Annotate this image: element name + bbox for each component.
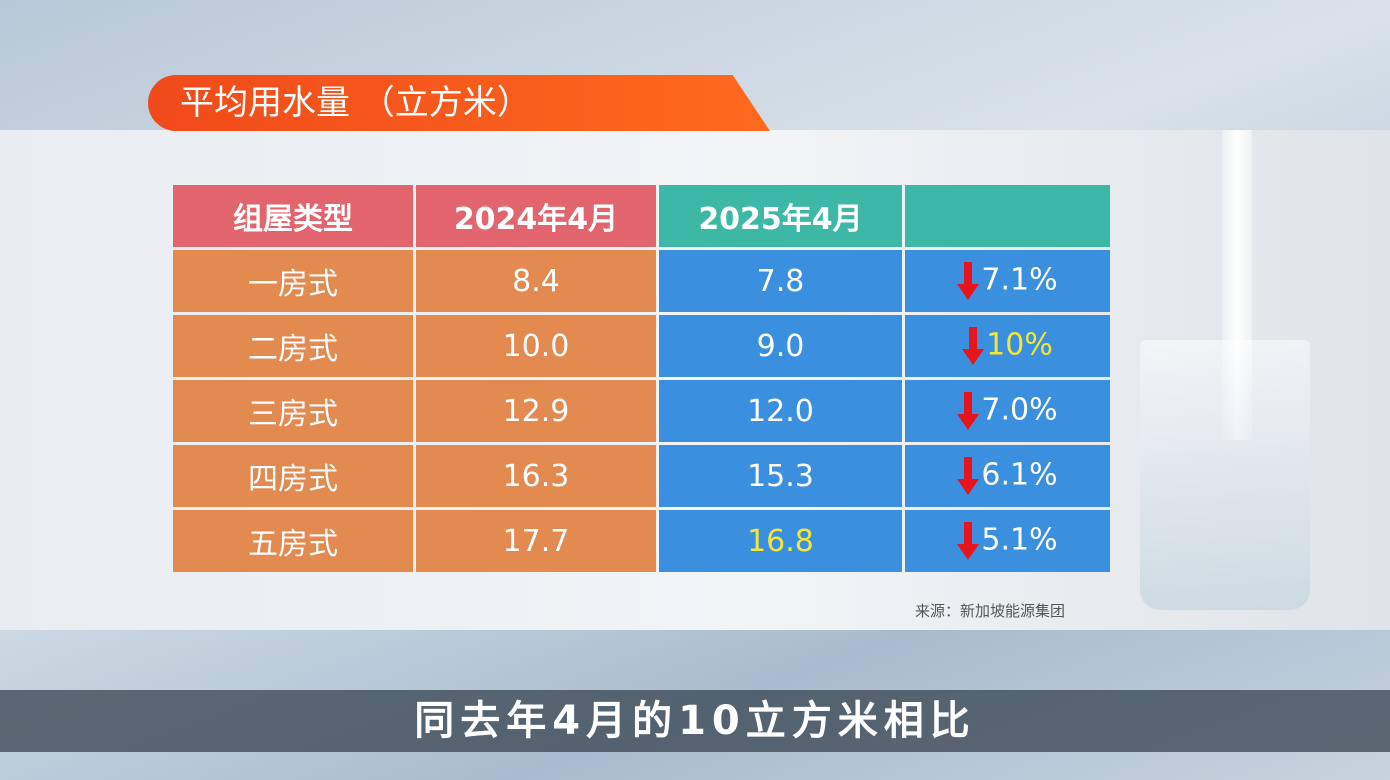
cell-text: 10% <box>986 327 1053 363</box>
table-cell: 一房式 <box>173 250 413 312</box>
caption-bar <box>0 690 1390 752</box>
water-glass <box>1140 340 1310 610</box>
down-arrow <box>957 522 980 560</box>
cell-text: 8.4 <box>512 263 560 299</box>
table-cell: 7.0% <box>905 380 1110 442</box>
table-cell: 17.7 <box>416 510 656 572</box>
table-row: 一房式 8.4 7.8 7.1% <box>173 250 1110 312</box>
cell-text: 9.0 <box>756 328 805 364</box>
source-note: 来源：新加坡能源集团 <box>915 602 1066 620</box>
table-cell: 二房式 <box>173 315 413 377</box>
down-arrow <box>957 457 980 495</box>
title-banner: 平均用水量 （立方米） <box>148 75 770 131</box>
table-row: 二房式 10.0 9.0 10% <box>173 315 1110 377</box>
table-cell: 5.1% <box>905 510 1110 572</box>
cell-text: 15.3 <box>747 458 814 494</box>
down-arrow <box>962 327 985 365</box>
cell-text: 7.1% <box>981 262 1058 298</box>
cell-text: 16.3 <box>502 458 570 494</box>
table-cell: 7.1% <box>905 250 1110 312</box>
cell-text: 12.0 <box>747 393 814 429</box>
cell-text: 5.1% <box>981 522 1058 558</box>
cell-text: 17.7 <box>502 523 570 559</box>
cell-text: 三房式 <box>248 397 338 432</box>
cell-text: 12.9 <box>502 393 570 429</box>
table-cell: 12.9 <box>416 380 656 442</box>
cell-text: 四房式 <box>248 462 338 497</box>
table-cell: 16.8 <box>659 510 902 572</box>
cell-text: 6.1% <box>981 457 1058 493</box>
cell-text: 7.8 <box>756 263 805 299</box>
table-row: 三房式 12.9 12.0 7.0% <box>173 380 1110 442</box>
cell-text: 7.0% <box>981 392 1058 428</box>
down-arrow <box>957 262 980 300</box>
cell-text: 16.8 <box>747 523 814 559</box>
table-cell: 6.1% <box>905 445 1110 507</box>
down-arrow <box>957 392 980 430</box>
header-cell: 2024年4月 <box>416 185 656 247</box>
cell-text: 一房式 <box>248 267 338 302</box>
header-cell: 组屋类型 <box>173 185 413 247</box>
header-cell <box>905 185 1110 247</box>
table-cell: 15.3 <box>659 445 902 507</box>
cell-text: 10.0 <box>502 328 570 364</box>
table-cell: 10.0 <box>416 315 656 377</box>
table-cell: 12.0 <box>659 380 902 442</box>
cell-text: 五房式 <box>248 527 338 562</box>
table-cell: 三房式 <box>173 380 413 442</box>
table-cell: 7.8 <box>659 250 902 312</box>
caption: 同去年4月的10立方米相比 <box>414 698 976 744</box>
table-cell: 16.3 <box>416 445 656 507</box>
header-cell: 2025年4月 <box>659 185 902 247</box>
table-row: 五房式 17.7 16.8 5.1% <box>173 510 1110 572</box>
table-cell: 四房式 <box>173 445 413 507</box>
table-cell: 8.4 <box>416 250 656 312</box>
table-row: 四房式 16.3 15.3 6.1% <box>173 445 1110 507</box>
table-cell: 五房式 <box>173 510 413 572</box>
table-cell: 10% <box>905 315 1110 377</box>
cell-text: 二房式 <box>248 332 338 367</box>
data-table: 组屋类型 2024年4月 2025年4月 一房式 8.4 7.8 7.1% 二房式 10.… <box>170 182 1113 575</box>
table-cell: 9.0 <box>659 315 902 377</box>
